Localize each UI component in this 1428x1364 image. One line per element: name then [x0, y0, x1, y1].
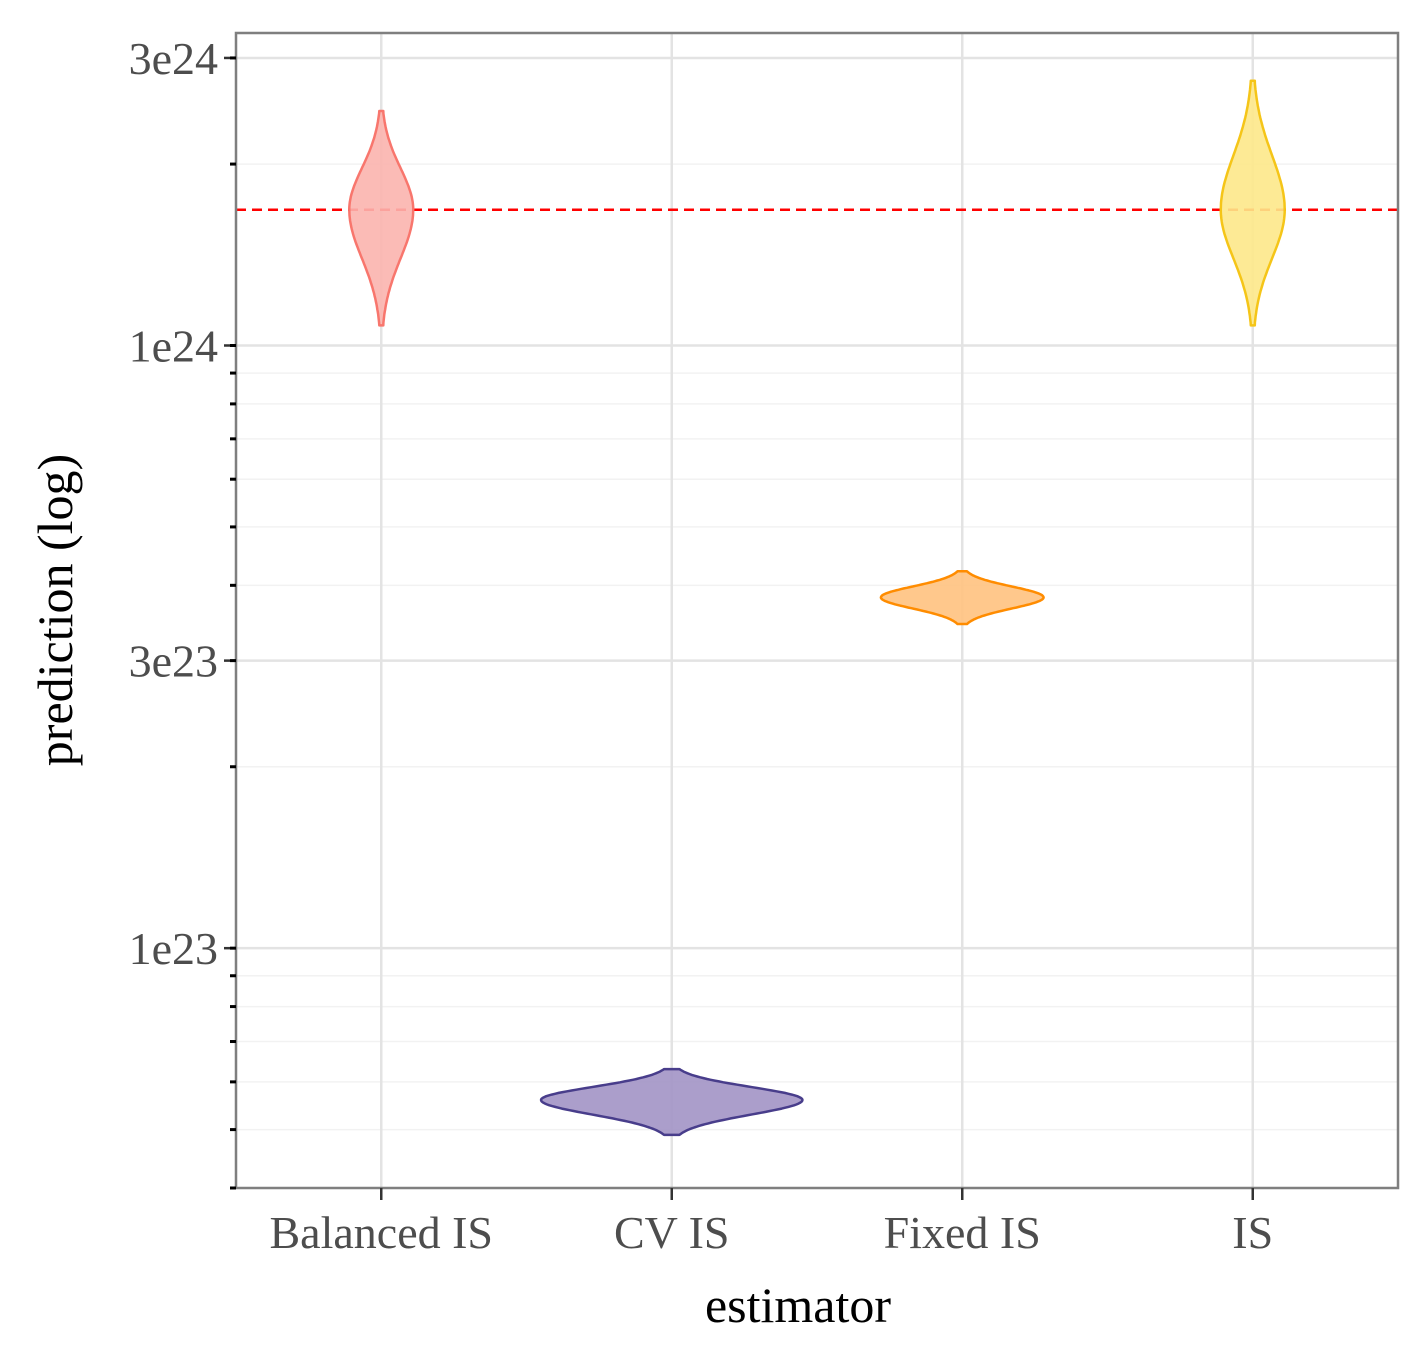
minor-gridlines — [236, 163, 1398, 1189]
violin-cv-is — [539, 1067, 804, 1137]
violin-balanced-is — [348, 109, 415, 327]
x-axis: Balanced IS CV IS Fixed IS IS — [269, 1188, 1273, 1258]
x-tick-label: CV IS — [614, 1207, 729, 1258]
x-tick-label: IS — [1232, 1207, 1273, 1258]
violin-fixed-is — [879, 570, 1045, 626]
y-tick-label: 3e24 — [129, 33, 218, 84]
major-gridlines-y — [236, 56, 1398, 950]
y-axis-title: prediction (log) — [27, 454, 83, 766]
y-axis: 3e24 1e24 3e23 1e23 — [129, 33, 236, 1190]
y-tick-label: 1e24 — [129, 320, 218, 371]
x-axis-title: estimator — [705, 1277, 891, 1333]
violins — [348, 79, 1286, 1137]
x-tick-label: Balanced IS — [269, 1207, 493, 1258]
panel-background — [236, 33, 1398, 1188]
x-tick-label: Fixed IS — [884, 1207, 1041, 1258]
violin-is — [1219, 79, 1286, 327]
panel-border — [234, 31, 1400, 1190]
y-tick-label: 1e23 — [129, 923, 218, 974]
y-tick-label: 3e23 — [129, 636, 218, 687]
